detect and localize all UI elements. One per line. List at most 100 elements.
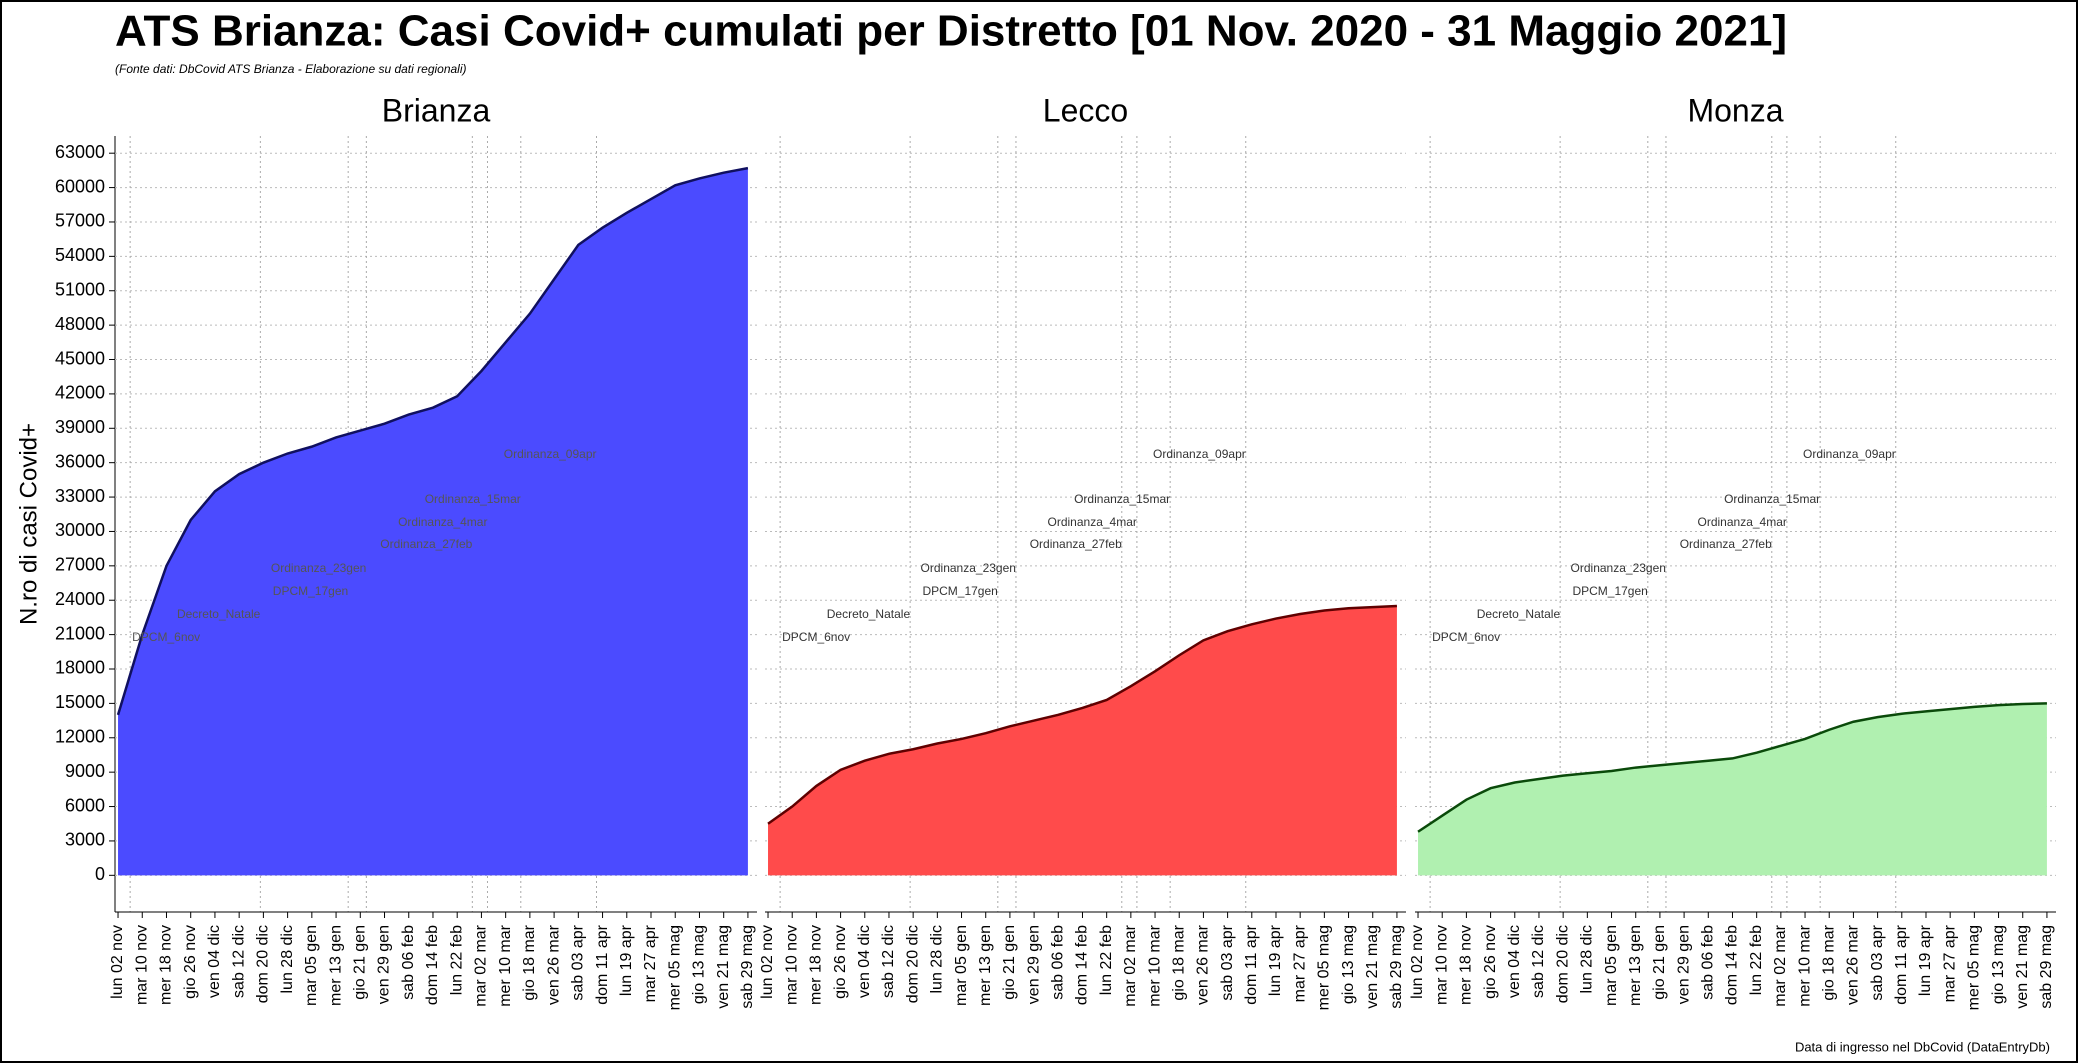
- y-tick-label: 42000: [55, 383, 105, 403]
- x-tick-label: sab 03 apr: [570, 924, 587, 1000]
- x-tick-label: mar 05 gen: [303, 925, 320, 1006]
- x-tick-label: dom 14 feb: [424, 925, 441, 1005]
- annotation-label: DPCM_17gen: [922, 584, 997, 598]
- y-tick-label: 24000: [55, 589, 105, 609]
- annotation-label: DPCM_17gen: [1572, 584, 1647, 598]
- y-tick-label: 39000: [55, 417, 105, 437]
- annotation-label: Ordinanza_27feb: [380, 537, 472, 551]
- x-tick-label: ven 29 gen: [376, 925, 393, 1004]
- x-tick-label: sab 03 apr: [1869, 924, 1886, 1000]
- x-tick-label: gio 18 mar: [521, 924, 538, 1000]
- annotation-label: Ordinanza_23gen: [1571, 561, 1666, 575]
- x-tick-label: sab 12 dic: [1530, 925, 1547, 998]
- x-tick-label: dom 11 apr: [594, 924, 611, 1004]
- x-tick-label: mar 02 mar: [1772, 924, 1789, 1006]
- x-tick-label: sab 12 dic: [880, 925, 897, 998]
- x-tick-label: mar 27 apr: [1291, 924, 1308, 1002]
- x-tick-label: mar 27 apr: [1941, 924, 1958, 1002]
- x-tick-label: mer 10 mar: [497, 924, 514, 1006]
- x-tick-label: mer 13 gen: [977, 925, 994, 1006]
- x-tick-label: sab 29 mag: [1388, 925, 1405, 1009]
- x-tick-label: dom 20 dic: [1554, 925, 1571, 1003]
- x-tick-label: gio 26 nov: [182, 925, 199, 999]
- x-tick-label: dom 14 feb: [1074, 925, 1091, 1005]
- x-tick-label: sab 29 mag: [2038, 925, 2055, 1009]
- y-tick-label: 21000: [55, 623, 105, 643]
- annotation-label: DPCM_6nov: [782, 630, 850, 644]
- x-tick-label: lun 28 dic: [929, 925, 946, 994]
- annotation-label: DPCM_17gen: [273, 584, 348, 598]
- x-tick-label: mar 05 gen: [1603, 925, 1620, 1006]
- x-tick-label: sab 12 dic: [230, 925, 247, 998]
- x-tick-label: mar 10 nov: [133, 925, 150, 1005]
- x-tick-label: gio 21 gen: [1001, 925, 1018, 1000]
- annotation-label: Ordinanza_4mar: [1698, 515, 1787, 529]
- panel-title: Monza: [1687, 92, 1783, 128]
- annotation-label: Ordinanza_15mar: [1724, 492, 1820, 506]
- x-tick-label: mer 18 nov: [808, 925, 825, 1005]
- x-tick-label: mar 02 mar: [1122, 924, 1139, 1006]
- panel-title: Lecco: [1043, 92, 1128, 128]
- y-tick-label: 12000: [55, 727, 105, 747]
- y-tick-label: 18000: [55, 658, 105, 678]
- x-tick-label: mar 27 apr: [642, 924, 659, 1002]
- y-tick-label: 33000: [55, 486, 105, 506]
- y-tick-label: 9000: [65, 761, 105, 781]
- area-line: [767, 604, 1397, 825]
- y-tick-label: 27000: [55, 555, 105, 575]
- annotation-label: Decreto_Natale: [1477, 607, 1561, 621]
- annotation-label: DPCM_6nov: [1432, 630, 1500, 644]
- x-tick-label: mer 18 nov: [1458, 925, 1475, 1005]
- annotation-label: Ordinanza_4mar: [1048, 515, 1137, 529]
- x-tick-label: lun 02 nov: [1409, 925, 1426, 999]
- x-tick-label: ven 04 dic: [1506, 925, 1523, 998]
- x-tick-label: mer 05 mag: [666, 925, 683, 1010]
- annotation-label: Ordinanza_09apr: [504, 447, 597, 461]
- y-axis-label: N.ro di casi Covid+: [15, 423, 42, 625]
- x-tick-label: sab 06 feb: [1700, 925, 1717, 1000]
- x-tick-label: dom 11 apr: [1893, 924, 1910, 1004]
- x-tick-label: lun 02 nov: [109, 925, 126, 999]
- y-tick-label: 60000: [55, 176, 105, 196]
- x-tick-label: gio 13 mag: [691, 925, 708, 1004]
- x-tick-label: ven 21 mag: [1364, 925, 1381, 1009]
- area: [118, 168, 748, 876]
- x-tick-label: gio 13 mag: [1340, 925, 1357, 1004]
- annotation-label: Ordinanza_27feb: [1030, 537, 1122, 551]
- annotation-label: Ordinanza_4mar: [398, 515, 487, 529]
- area: [768, 605, 1397, 876]
- y-tick-label: 45000: [55, 348, 105, 368]
- y-tick-label: 63000: [55, 142, 105, 162]
- x-tick-label: gio 26 nov: [832, 925, 849, 999]
- x-tick-label: dom 20 dic: [255, 925, 272, 1003]
- x-tick-label: mar 05 gen: [953, 925, 970, 1006]
- x-tick-label: ven 21 mag: [715, 925, 732, 1009]
- x-tick-label: dom 11 apr: [1243, 924, 1260, 1004]
- x-tick-label: gio 18 mar: [1820, 924, 1837, 1000]
- x-tick-label: mer 18 nov: [158, 925, 175, 1005]
- x-tick-label: gio 21 gen: [352, 925, 369, 1000]
- area-line: [1417, 702, 2047, 833]
- y-tick-label: 15000: [55, 692, 105, 712]
- x-tick-label: lun 19 apr: [1917, 924, 1934, 996]
- x-tick-label: ven 29 gen: [1675, 925, 1692, 1004]
- x-tick-label: gio 21 gen: [1651, 925, 1668, 1000]
- x-tick-label: mer 13 gen: [1627, 925, 1644, 1006]
- x-tick-label: lun 22 feb: [1098, 925, 1115, 995]
- x-tick-label: gio 18 mar: [1170, 924, 1187, 1000]
- x-tick-label: sab 03 apr: [1219, 924, 1236, 1000]
- x-tick-label: mer 13 gen: [327, 925, 344, 1006]
- x-tick-label: lun 19 apr: [1267, 924, 1284, 996]
- y-tick-label: 36000: [55, 451, 105, 471]
- x-tick-label: mar 02 mar: [473, 924, 490, 1006]
- y-tick-label: 51000: [55, 279, 105, 299]
- annotation-label: Ordinanza_09apr: [1803, 447, 1896, 461]
- x-tick-label: sab 06 feb: [400, 925, 417, 1000]
- x-tick-label: lun 28 dic: [1579, 925, 1596, 994]
- annotation-label: Decreto_Natale: [177, 607, 261, 621]
- x-tick-label: ven 26 mar: [1845, 924, 1862, 1005]
- x-tick-label: ven 04 dic: [856, 925, 873, 998]
- annotation-label: DPCM_6nov: [132, 630, 200, 644]
- x-tick-label: ven 21 mag: [2014, 925, 2031, 1009]
